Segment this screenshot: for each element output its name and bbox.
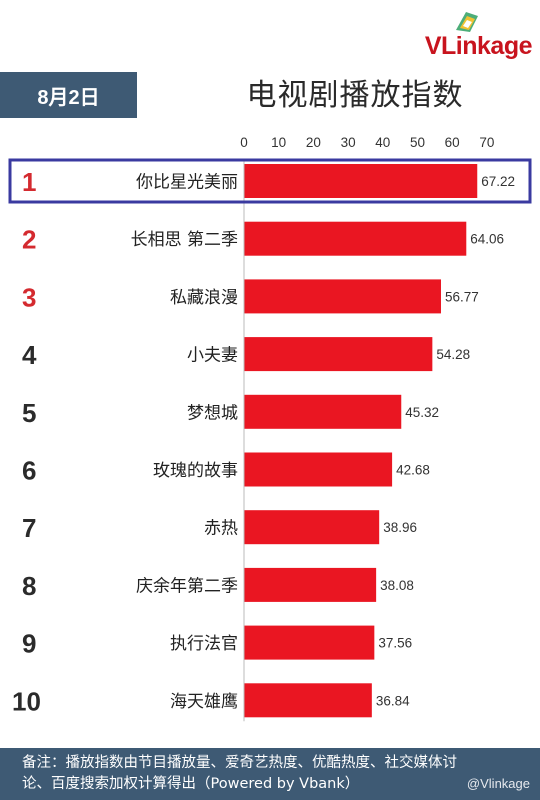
rank-number: 2 bbox=[22, 225, 36, 255]
x-tick-label: 70 bbox=[479, 135, 494, 150]
value-label: 45.32 bbox=[405, 405, 439, 420]
rank-number: 6 bbox=[22, 456, 36, 486]
bar bbox=[244, 164, 478, 198]
bar bbox=[244, 567, 377, 602]
value-label: 64.06 bbox=[470, 232, 504, 247]
rank-number: 4 bbox=[22, 340, 37, 370]
value-label: 38.08 bbox=[380, 578, 414, 593]
category-label: 小夫妻 bbox=[187, 346, 238, 366]
x-tick-label: 10 bbox=[271, 135, 286, 150]
category-label: 你比星光美丽 bbox=[136, 173, 238, 193]
value-label: 37.56 bbox=[378, 636, 412, 651]
category-label: 海天雄鹰 bbox=[170, 692, 238, 712]
bar bbox=[244, 337, 433, 372]
value-label: 56.77 bbox=[445, 289, 479, 304]
category-label: 长相思 第二季 bbox=[131, 230, 238, 250]
category-label: 赤热 bbox=[204, 519, 238, 539]
x-tick-label: 20 bbox=[306, 135, 321, 150]
value-label: 36.84 bbox=[376, 693, 410, 708]
vlinkage-logo-text: VLinkage bbox=[424, 32, 533, 60]
bar bbox=[244, 279, 441, 314]
category-label: 庆余年第二季 bbox=[136, 576, 238, 596]
x-tick-label: 50 bbox=[410, 135, 425, 150]
vlinkage-logo-icon bbox=[456, 12, 478, 32]
rank-number: 9 bbox=[22, 629, 36, 659]
rank-number: 7 bbox=[22, 513, 36, 543]
rank-number: 8 bbox=[22, 571, 36, 601]
footer-note-line-1: 备注：播放指数由节目播放量、爱奇艺热度、优酷热度、社交媒体讨 bbox=[22, 755, 457, 771]
x-tick-label: 60 bbox=[445, 135, 460, 150]
bar bbox=[244, 683, 372, 718]
rank-number: 1 bbox=[22, 167, 36, 197]
x-tick-label: 30 bbox=[341, 135, 356, 150]
category-label: 执行法官 bbox=[170, 634, 238, 654]
bar bbox=[244, 452, 393, 487]
value-label: 54.28 bbox=[436, 347, 470, 362]
bar-chart: 0 10 20 30 40 50 60 70 1 你比星光美丽 67.22 2 长相思 第二季 64.06… bbox=[8, 135, 532, 722]
bar bbox=[244, 625, 375, 660]
footer-note: 备注：播放指数由节目播放量、爱奇艺热度、优酷热度、社交媒体讨 论、百度搜索加权计… bbox=[0, 748, 540, 800]
highlight-box bbox=[8, 158, 532, 204]
x-tick-label: 0 bbox=[240, 135, 248, 150]
rank-number: 5 bbox=[22, 398, 36, 428]
x-tick-label: 40 bbox=[375, 135, 390, 150]
value-label: 38.96 bbox=[383, 520, 417, 535]
weibo-watermark: @Vlinkage bbox=[466, 776, 530, 791]
bar bbox=[244, 510, 380, 545]
bar bbox=[244, 221, 467, 256]
value-label: 42.68 bbox=[396, 463, 430, 478]
value-label: 67.22 bbox=[481, 174, 515, 189]
category-label: 梦想城 bbox=[187, 403, 238, 423]
bar bbox=[244, 394, 402, 429]
footer-note-line-2: 论、百度搜索加权计算得出（Powered by Vbank） bbox=[22, 776, 360, 792]
category-label: 私藏浪漫 bbox=[170, 288, 238, 308]
chart-title: 电视剧播放指数 bbox=[246, 78, 464, 113]
rank-number: 10 bbox=[12, 686, 41, 716]
category-label: 玫瑰的故事 bbox=[153, 461, 238, 481]
rank-number: 3 bbox=[22, 282, 36, 312]
date-badge: 8月2日 bbox=[0, 72, 137, 118]
